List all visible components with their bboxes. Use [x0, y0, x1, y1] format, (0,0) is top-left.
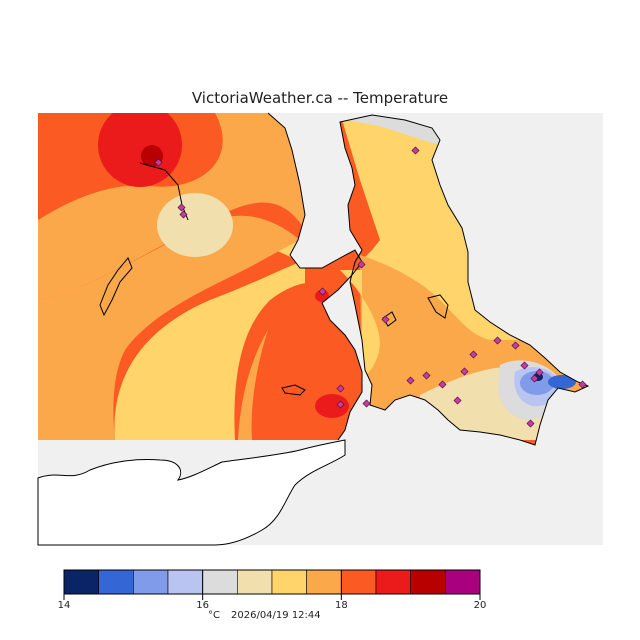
station-marker: [381, 315, 390, 324]
map-title: VictoriaWeather.ca -- Temperature: [191, 89, 449, 107]
legend-bin: [167, 569, 203, 595]
station-marker: [578, 380, 587, 389]
station-marker: [511, 341, 520, 350]
legend-timestamp: 2026/04/19 12:44: [231, 610, 321, 621]
station-marker: [336, 384, 345, 393]
legend-bin: [237, 569, 273, 595]
legend-bin: [133, 569, 169, 595]
legend-bin: [202, 569, 238, 595]
station-marker: [177, 203, 186, 212]
legend-unit: °C: [208, 610, 220, 621]
station-marker: [520, 361, 529, 370]
station-marker: [422, 371, 431, 380]
legend-tick-label: 14: [58, 600, 71, 611]
station-marker: [357, 260, 366, 269]
legend-bin: [98, 569, 134, 595]
legend-tick-label: 16: [196, 600, 209, 611]
east-coastline: [339, 114, 590, 446]
station-marker: [493, 336, 502, 345]
legend-bin: [271, 569, 307, 595]
station-marker: [318, 287, 327, 296]
small-island: [281, 384, 306, 396]
station-marker: [526, 419, 535, 428]
small-island: [382, 311, 397, 327]
small-island: [99, 257, 133, 317]
legend-bin: [306, 569, 342, 595]
station-marker: [406, 376, 415, 385]
legend-ticks: 14 16 18 20: [58, 570, 487, 611]
legend-tick-label: 20: [474, 600, 487, 611]
legend-tick-label: 18: [335, 600, 348, 611]
station-marker: [411, 146, 420, 155]
station-marker: [362, 399, 371, 408]
station-marker: [453, 396, 462, 405]
station-markers: [154, 146, 587, 428]
south-shore-land: [37, 439, 346, 546]
station-marker: [336, 400, 345, 409]
station-marker: [469, 350, 478, 359]
station-marker: [460, 367, 469, 376]
legend-bin: [410, 569, 446, 595]
legend-bin: [375, 569, 411, 595]
legend-bin: [63, 569, 99, 595]
small-island: [427, 294, 449, 319]
station-marker: [154, 158, 163, 167]
legend-bins: [63, 569, 481, 595]
legend-bin: [341, 569, 377, 595]
station-marker: [179, 210, 188, 219]
legend-bin: [445, 569, 481, 595]
inlet-spit: [139, 162, 189, 221]
station-marker: [438, 380, 447, 389]
station-marker: [530, 374, 539, 383]
station-marker: [535, 368, 544, 377]
